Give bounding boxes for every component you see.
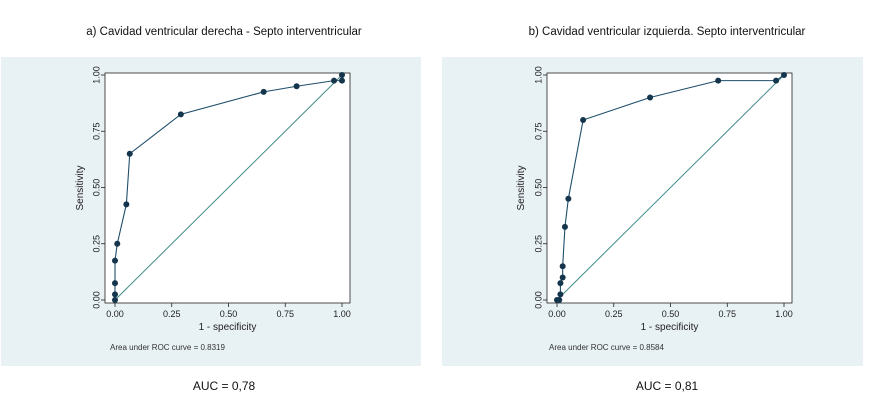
reference-line (556, 74, 785, 301)
x-tick-label: 0.00 (548, 309, 566, 319)
roc-point (773, 77, 780, 84)
x-tick-label: 1.00 (333, 309, 351, 319)
x-axis-label: 1 - specificity (199, 322, 257, 333)
roc-panel-a: a) Cavidad ventricular derecha - Septo i… (1, 26, 421, 393)
x-tick-label: 0.50 (220, 309, 238, 319)
roc-point (123, 201, 130, 208)
y-tick-label: 0.00 (533, 291, 543, 309)
roc-point (339, 72, 345, 78)
roc-point (559, 263, 566, 270)
y-axis-label: Sensitivity (516, 165, 527, 210)
roc-point (114, 240, 121, 247)
roc-point (331, 77, 338, 84)
roc-point (112, 280, 118, 287)
x-tick-label: 0.25 (163, 309, 181, 319)
chart-title: a) Cavidad ventricular derecha - Septo i… (86, 26, 362, 38)
roc-point (565, 195, 572, 202)
roc-point (556, 297, 563, 303)
auc-label: AUC = 0,81 (636, 379, 699, 393)
y-tick-label: 0.00 (91, 291, 101, 309)
y-tick-label: 1.00 (533, 66, 543, 84)
reference-line (114, 74, 343, 301)
x-tick-label: 0.00 (106, 309, 124, 319)
x-axis-label: 1 - specificity (641, 322, 699, 333)
roc-point (177, 111, 184, 118)
x-tick-label: 0.25 (605, 309, 623, 319)
y-tick-label: 0.25 (533, 235, 543, 253)
roc-point (339, 77, 345, 84)
auc-note: Area under ROC curve = 0.8319 (110, 343, 226, 352)
roc-point (557, 280, 564, 287)
roc-point (112, 297, 118, 303)
roc-point (112, 291, 118, 298)
chart-title: b) Cavidad ventricular izquierda. Septo … (529, 26, 806, 38)
y-axis-label: Sensitivity (75, 165, 86, 210)
x-tick-label: 0.75 (276, 309, 294, 319)
roc-point (126, 150, 133, 157)
roc-point (112, 257, 118, 264)
x-tick-label: 0.50 (662, 309, 680, 319)
roc-point (260, 88, 267, 95)
auc-label: AUC = 0,78 (193, 379, 256, 393)
roc-point (559, 274, 566, 281)
roc-point (647, 94, 654, 101)
roc-point (557, 291, 564, 298)
y-tick-label: 0.50 (533, 179, 543, 197)
roc-point (561, 223, 568, 230)
x-tick-label: 0.75 (718, 309, 736, 319)
roc-point (781, 72, 787, 78)
roc-point (580, 117, 587, 123)
y-tick-label: 1.00 (91, 66, 101, 84)
y-tick-label: 0.25 (91, 235, 101, 253)
y-tick-label: 0.75 (91, 122, 101, 140)
x-tick-label: 1.00 (775, 309, 793, 319)
auc-note: Area under ROC curve = 0.8584 (549, 343, 665, 352)
roc-panel-b: b) Cavidad ventricular izquierda. Septo … (442, 26, 863, 393)
y-tick-label: 0.75 (533, 122, 543, 140)
y-tick-label: 0.50 (91, 179, 101, 197)
roc-point (293, 83, 300, 90)
roc-point (715, 77, 722, 84)
